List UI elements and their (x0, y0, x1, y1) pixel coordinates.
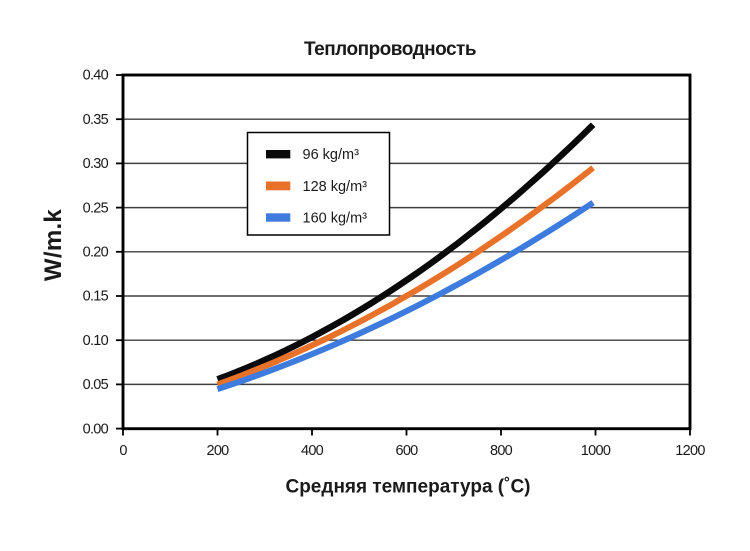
svg-text:400: 400 (301, 443, 324, 459)
svg-text:1200: 1200 (675, 443, 705, 459)
svg-text:200: 200 (206, 443, 229, 459)
svg-text:Теплопроводность: Теплопроводность (304, 39, 476, 60)
svg-text:Средняя температура (˚C): Средняя температура (˚C) (285, 477, 530, 498)
svg-text:0.35: 0.35 (83, 112, 109, 128)
svg-text:0.15: 0.15 (83, 289, 109, 305)
svg-text:600: 600 (395, 443, 418, 459)
svg-text:0.20: 0.20 (83, 245, 109, 261)
svg-text:0.40: 0.40 (83, 68, 109, 84)
svg-text:0.25: 0.25 (83, 200, 109, 216)
svg-text:800: 800 (490, 443, 513, 459)
svg-text:0.10: 0.10 (83, 333, 109, 349)
svg-text:128 kg/m³: 128 kg/m³ (303, 179, 368, 195)
svg-text:1000: 1000 (581, 443, 611, 459)
svg-text:0: 0 (119, 443, 127, 459)
svg-text:W/m.k: W/m.k (40, 209, 67, 282)
svg-text:0.00: 0.00 (83, 421, 109, 437)
svg-text:160 kg/m³: 160 kg/m³ (303, 211, 368, 227)
svg-text:96 kg/m³: 96 kg/m³ (303, 147, 360, 163)
svg-text:0.05: 0.05 (83, 377, 109, 393)
svg-text:0.30: 0.30 (83, 156, 109, 172)
